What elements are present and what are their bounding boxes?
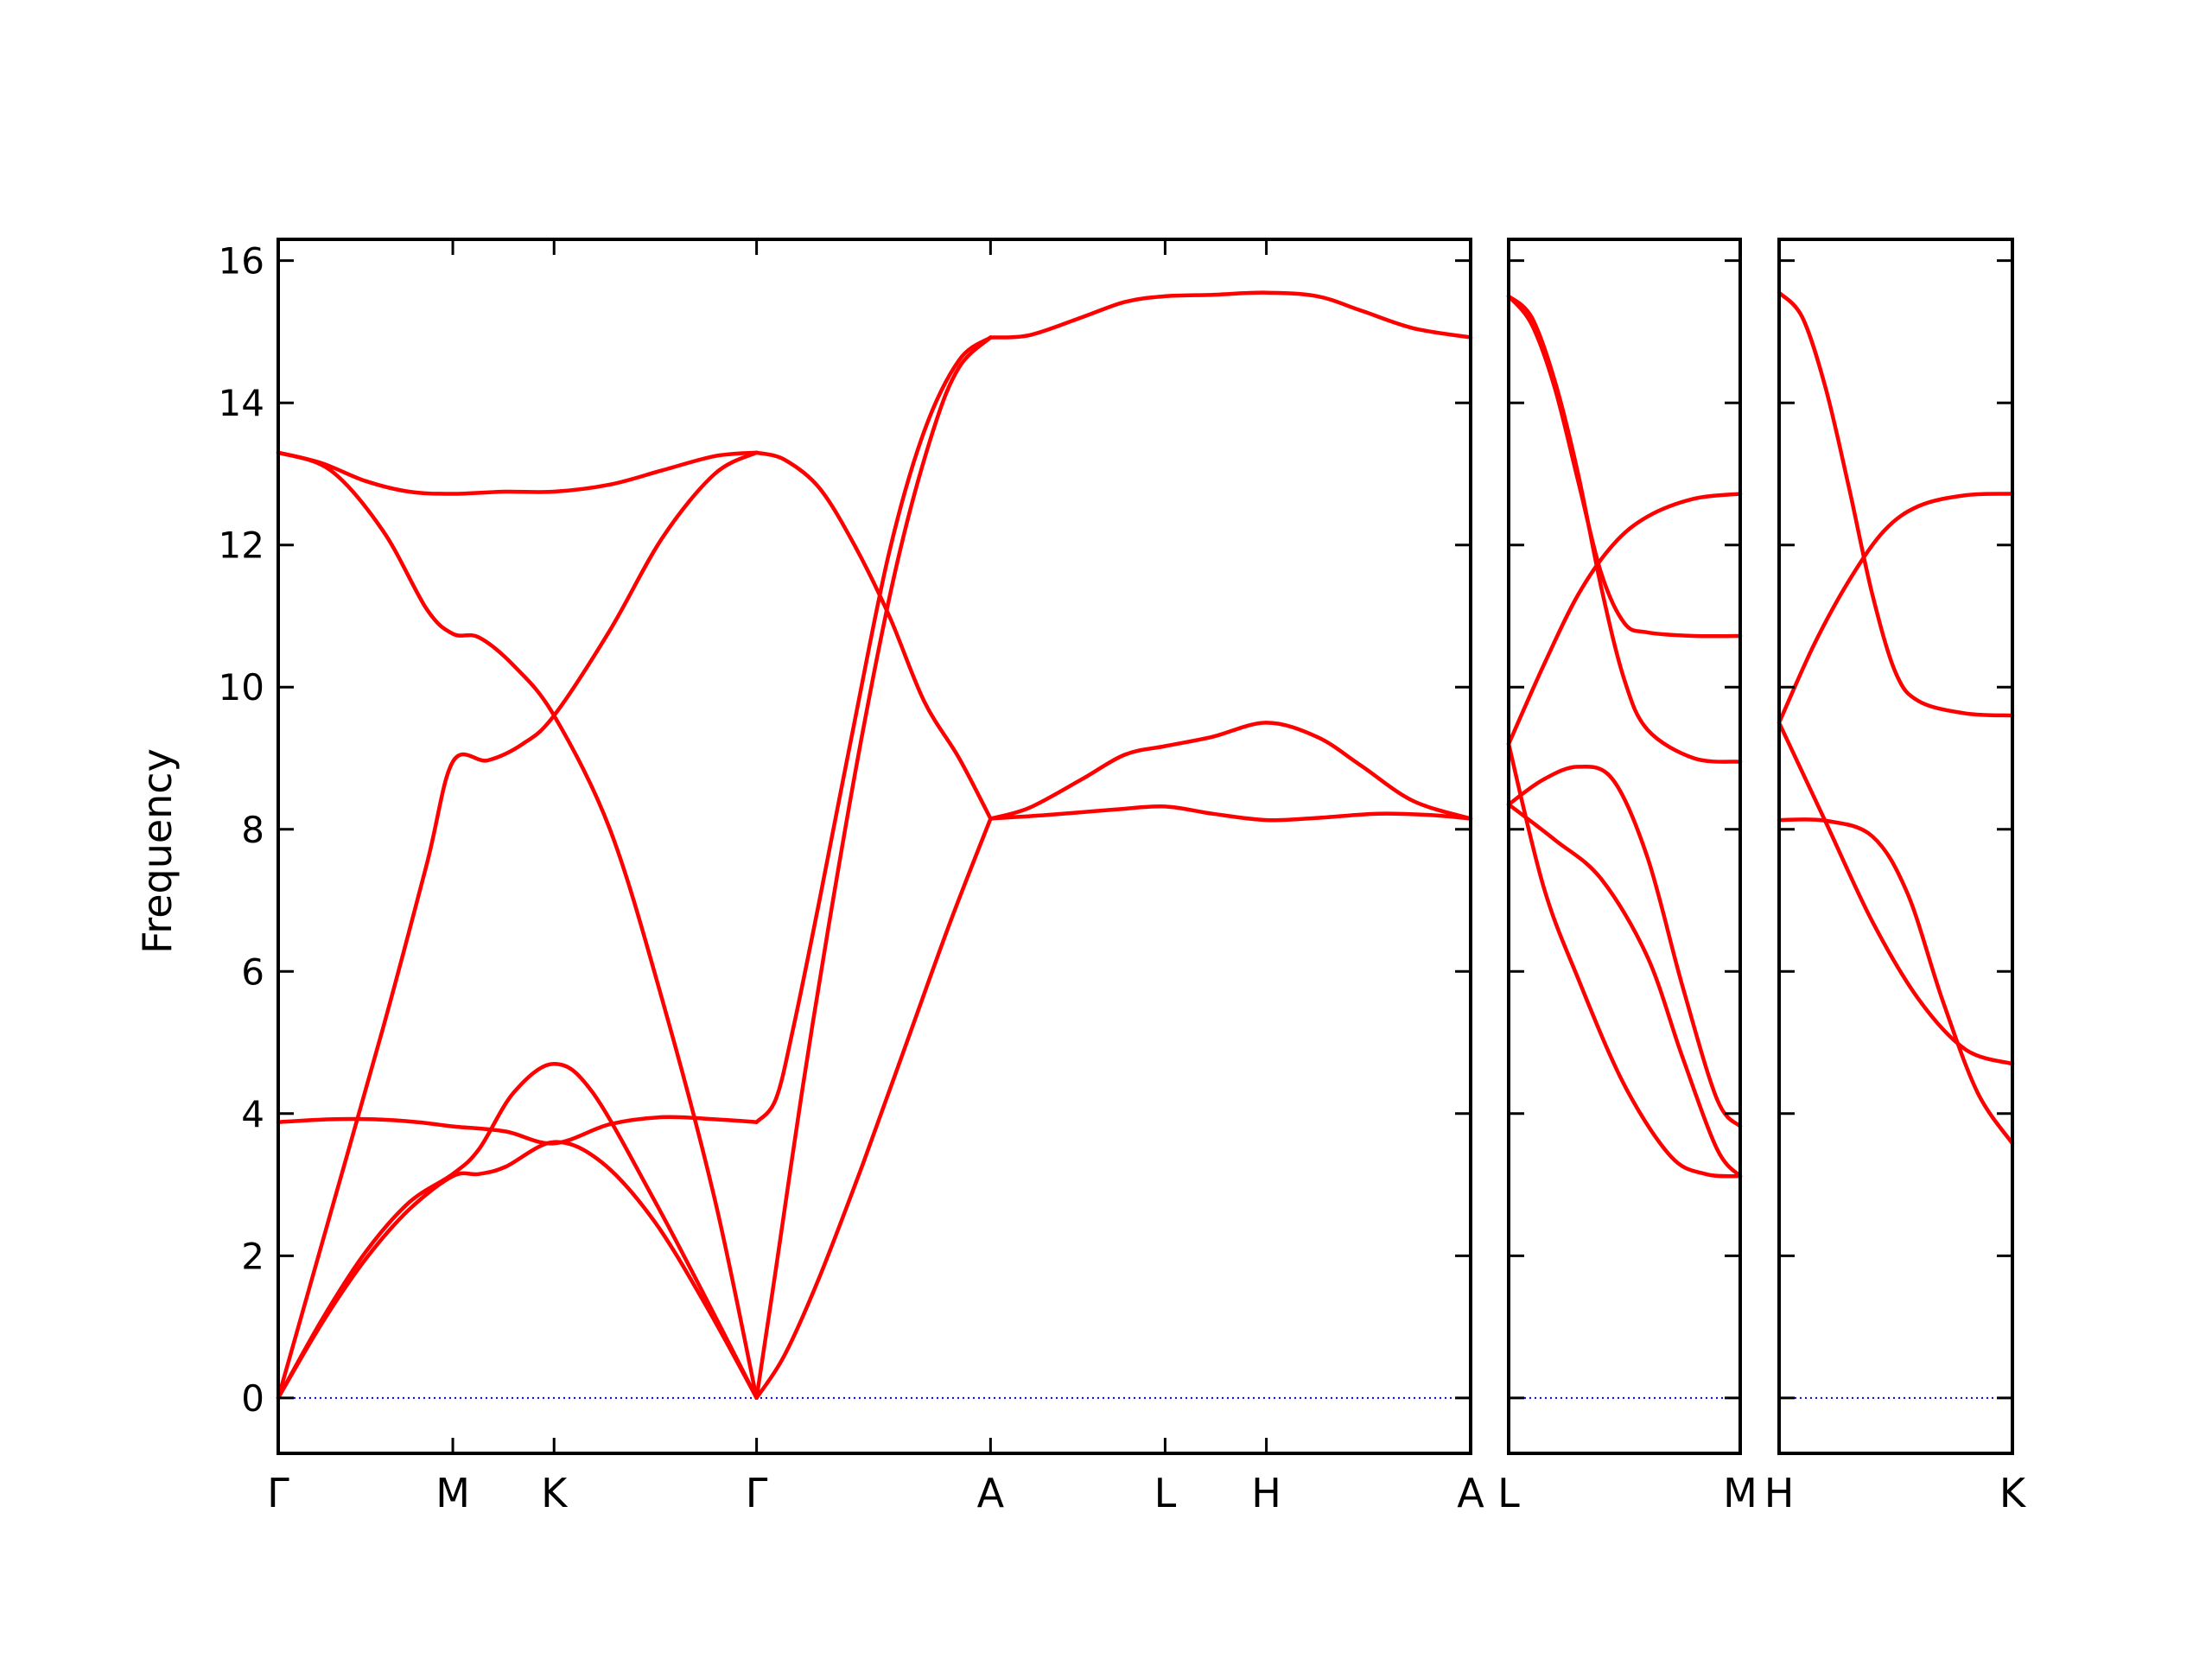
band-line-panel-1-2 [276, 1061, 759, 1401]
x-tick-label-1-4: A [977, 1470, 1005, 1516]
y-tick-label-6: 12 [219, 524, 264, 567]
y-tick-label-0: 0 [241, 1377, 264, 1420]
band-line-panel-1-4 [276, 450, 759, 496]
band-line-panel-3-1 [1777, 290, 2015, 718]
band-line-panel-2-2 [1506, 294, 1743, 764]
y-tick-label-3: 6 [241, 950, 264, 993]
band-line-panel-3-3 [1777, 721, 2015, 1066]
band-line-panel-1-7 [754, 817, 993, 1401]
x-tick-label-2-0: L [1497, 1470, 1520, 1516]
y-tick-label-4: 8 [241, 809, 264, 851]
band-line-panel-3-4 [1777, 817, 2015, 1146]
x-tick-label-1-0: Γ [267, 1470, 289, 1516]
band-line-panel-2-4 [1506, 764, 1743, 1128]
y-tick-label-7: 14 [219, 382, 264, 424]
band-line-panel-1-13 [988, 804, 1473, 823]
x-tick-label-3-1: K [1999, 1470, 2027, 1516]
y-tick-label-1: 2 [241, 1235, 264, 1277]
y-tick-label-5: 10 [219, 666, 264, 709]
band-line-panel-1-9 [754, 335, 993, 1401]
panel-frame-2 [1507, 238, 1742, 1455]
y-tick-label-2: 4 [241, 1093, 264, 1135]
band-line-panel-2-5 [1506, 741, 1743, 1179]
x-tick-label-3-0: H [1764, 1470, 1795, 1516]
axis-ticks [276, 239, 2014, 1453]
panel-frames [276, 238, 2014, 1455]
band-line-panel-1-12 [988, 721, 1473, 821]
y-tick-label-8: 16 [219, 240, 264, 283]
band-line-panel-3-2 [1777, 492, 2015, 725]
x-tick-label-1-5: L [1154, 1470, 1177, 1516]
x-tick-label-1-3: Γ [746, 1470, 768, 1516]
band-line-panel-1-6 [276, 1115, 759, 1146]
band-line-panel-2-6 [1506, 802, 1743, 1179]
x-tick-label-1-1: M [435, 1470, 470, 1516]
x-tick-label-2-1: M [1723, 1470, 1758, 1516]
band-line-panel-1-1 [276, 1140, 759, 1401]
y-axis-label: Frequency [134, 748, 181, 954]
panel-frame-1 [276, 238, 1472, 1455]
band-line-panel-1-10 [754, 450, 993, 821]
band-line-panel-1-11 [988, 290, 1473, 340]
band-line-panel-1-5 [276, 450, 759, 1401]
x-tick-label-1-7: A [1457, 1470, 1484, 1516]
band-line-panel-2-3 [1506, 492, 1743, 747]
x-tick-label-1-6: H [1251, 1470, 1281, 1516]
panel-frame-3 [1777, 238, 2014, 1455]
band-line-panel-1-8 [754, 335, 993, 1124]
x-tick-label-1-2: K [541, 1470, 569, 1516]
band-line-panel-1-3 [276, 450, 759, 1401]
phonon-bands [276, 290, 2015, 1401]
